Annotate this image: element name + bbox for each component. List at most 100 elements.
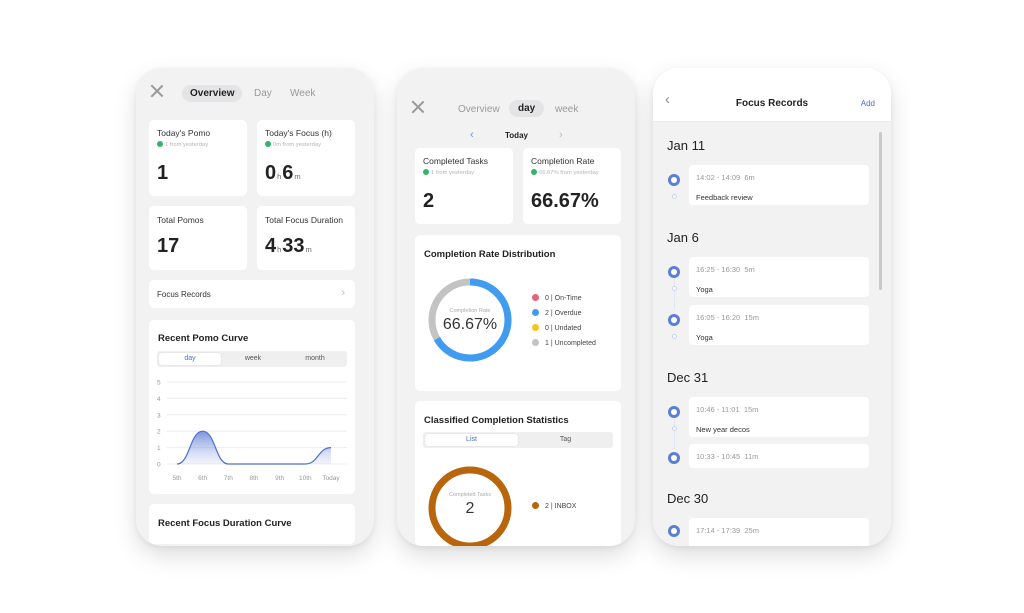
record-item[interactable]: 14:02 - 14:09 6m Feedback review bbox=[689, 165, 869, 205]
todays-focus-label: Today's Focus (h) bbox=[265, 128, 332, 138]
timer-icon bbox=[668, 314, 680, 326]
pomo-area bbox=[177, 431, 331, 464]
x-tick-label: 8th bbox=[249, 475, 258, 482]
record-title: Yoga bbox=[696, 333, 713, 342]
record-item[interactable]: 10:46 - 11:01 15m New year decos bbox=[689, 397, 869, 437]
up-arrow-icon bbox=[423, 169, 429, 175]
duration-curve-card: Recent Focus Duration Curve bbox=[149, 504, 355, 544]
day-header-jan-6: Jan 6 bbox=[667, 230, 699, 245]
total-pomos-card: Total Pomos 17 bbox=[149, 206, 247, 270]
timeline-dot bbox=[672, 426, 677, 431]
tab-week[interactable]: week bbox=[555, 104, 579, 115]
total-pomos-label: Total Pomos bbox=[157, 215, 204, 225]
tab-overview[interactable]: Overview bbox=[458, 104, 500, 115]
y-tick-label: 2 bbox=[157, 429, 161, 436]
y-tick-label: 1 bbox=[157, 445, 161, 452]
segment-week[interactable]: week bbox=[244, 355, 262, 362]
scrollbar[interactable] bbox=[879, 132, 882, 290]
total-focus-label: Total Focus Duration bbox=[265, 215, 343, 225]
timeline-line bbox=[674, 279, 675, 309]
records-title: Focus Records bbox=[735, 98, 809, 109]
legend-uncompleted: 1 | Uncompleted bbox=[532, 339, 596, 347]
record-title: Feedback review bbox=[696, 193, 753, 202]
completion-rate-value: 66.67% bbox=[531, 190, 599, 212]
day-header-dec-31: Dec 31 bbox=[667, 370, 709, 385]
up-arrow-icon bbox=[157, 141, 163, 147]
ring-center-label: Completed Tasks bbox=[448, 492, 492, 498]
legend-inbox: 2 | INBOX bbox=[532, 502, 576, 510]
distribution-title: Completion Rate Distribution bbox=[424, 249, 556, 260]
legend-undated: 0 | Undated bbox=[532, 324, 581, 332]
completion-rate-label: Completion Rate bbox=[531, 156, 595, 166]
record-item[interactable]: 16:25 - 16:30 5m Yoga bbox=[689, 257, 869, 297]
overview-screen: Overview Day Week Today's Pomo 1 from ye… bbox=[136, 68, 374, 546]
overview-topbar: Overview Day Week bbox=[136, 68, 374, 118]
close-icon[interactable] bbox=[411, 100, 425, 114]
up-arrow-icon bbox=[265, 141, 271, 147]
ring-inbox-arc bbox=[428, 466, 512, 546]
timer-icon bbox=[668, 452, 680, 464]
completed-tasks-card: Completed Tasks 1 from yesterday 2 bbox=[415, 148, 513, 224]
timer-icon bbox=[668, 174, 680, 186]
y-tick-label: 5 bbox=[157, 380, 161, 387]
next-day-icon[interactable]: › bbox=[559, 129, 563, 141]
record-time: 16:05 - 16:20 15m bbox=[696, 313, 759, 322]
tab-week[interactable]: Week bbox=[290, 88, 316, 99]
focus-records-screen: ‹ Focus Records Add Jan 11 14:02 - 14:09… bbox=[653, 68, 891, 546]
prev-day-icon[interactable]: ‹ bbox=[470, 129, 474, 141]
record-item[interactable]: 16:05 - 16:20 15m Yoga bbox=[689, 305, 869, 345]
record-title: Yoga bbox=[696, 285, 713, 294]
segment-month[interactable]: month bbox=[305, 355, 325, 362]
todays-pomo-card: Today's Pomo 1 from yesterday 1 bbox=[149, 120, 247, 196]
pomo-curve-chart: 0 1 2 3 4 5 5th 6th 7th 8th 9th 10th Today bbox=[157, 380, 347, 482]
segment-tag[interactable]: Tag bbox=[559, 436, 572, 443]
tab-day[interactable]: day bbox=[509, 100, 545, 117]
back-icon[interactable]: ‹ bbox=[665, 91, 670, 108]
timeline-line bbox=[674, 419, 675, 449]
completion-rate-change: 66.67% from yesterday bbox=[531, 169, 599, 176]
segment-day[interactable]: day bbox=[159, 353, 221, 365]
y-tick-label: 4 bbox=[157, 396, 161, 403]
record-title: New year decos bbox=[696, 425, 750, 434]
pomo-curve-title: Recent Pomo Curve bbox=[158, 333, 249, 344]
classified-card: Classified Completion Statistics List Ta… bbox=[415, 401, 621, 546]
add-button[interactable]: Add bbox=[860, 99, 875, 108]
tab-day[interactable]: Day bbox=[254, 88, 272, 99]
x-tick-label: 9th bbox=[275, 475, 284, 482]
record-time: 17:14 - 17:39 25m bbox=[696, 526, 759, 535]
curve-range-selector: day week month bbox=[157, 351, 347, 367]
todays-pomo-change: 1 from yesterday bbox=[157, 141, 208, 148]
x-tick-label: 10th bbox=[299, 475, 312, 482]
todays-focus-card: Today's Focus (h) 0m from yesterday 0h6m bbox=[257, 120, 355, 196]
ring-center-value: 66.67% bbox=[442, 316, 498, 333]
todays-pomo-value: 1 bbox=[157, 162, 169, 184]
timer-icon bbox=[668, 266, 680, 278]
day-header-jan-11: Jan 11 bbox=[667, 138, 706, 153]
ring-center-label: Completion Rate bbox=[449, 308, 491, 314]
record-item[interactable]: 17:14 - 17:39 25m bbox=[689, 518, 869, 546]
x-tick-label: Today bbox=[322, 475, 340, 482]
segment-list[interactable]: List bbox=[425, 434, 518, 446]
close-icon[interactable] bbox=[150, 84, 164, 98]
y-tick-label: 3 bbox=[157, 412, 161, 419]
ring-overdue-arc bbox=[428, 278, 512, 362]
records-list: Jan 11 14:02 - 14:09 6m Feedback review … bbox=[653, 122, 891, 546]
classified-selector: List Tag bbox=[423, 432, 613, 448]
focus-records-link[interactable]: Focus Records › bbox=[149, 280, 355, 308]
tab-overview[interactable]: Overview bbox=[182, 85, 243, 102]
completion-ring-chart bbox=[428, 278, 512, 362]
timeline-dot bbox=[672, 286, 677, 291]
todays-focus-change: 0m from yesterday bbox=[265, 141, 321, 148]
legend-overdue: 2 | Overdue bbox=[532, 309, 581, 317]
x-tick-label: 7th bbox=[224, 475, 233, 482]
date-label: Today bbox=[505, 131, 528, 140]
timeline-dot bbox=[672, 334, 677, 339]
x-tick-label: 5th bbox=[172, 475, 181, 482]
total-pomos-value: 17 bbox=[157, 235, 180, 257]
record-item[interactable]: 10:33 - 10:45 11m bbox=[689, 444, 869, 468]
timeline-dot bbox=[672, 194, 677, 199]
timer-icon bbox=[668, 525, 680, 537]
completed-tasks-change: 1 from yesterday bbox=[423, 169, 474, 176]
pomo-curve-card: Recent Pomo Curve day week month 0 1 2 3 4 5 5… bbox=[149, 320, 355, 494]
legend-on-time: 0 | On-Time bbox=[532, 294, 582, 302]
